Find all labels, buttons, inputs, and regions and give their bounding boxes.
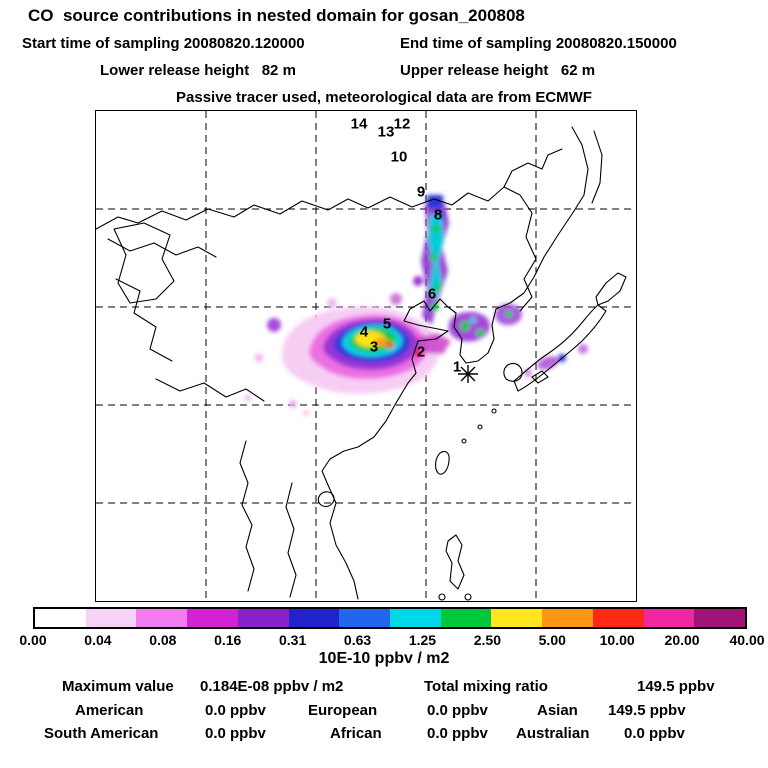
trajectory-marker: 1 — [452, 358, 462, 376]
trajectory-marker: 3 — [369, 338, 379, 356]
trajectory-marker: 5 — [382, 315, 392, 333]
south-american-value: 0.0 ppbv — [205, 725, 266, 742]
colorbar-segment — [542, 609, 593, 627]
map-panel: 14 13 12 10 9 8 6 5 4 3 2 1 — [95, 110, 637, 602]
start-time-text: Start time of sampling 20080820.120000 — [22, 35, 305, 52]
asian-value: 149.5 ppbv — [608, 702, 686, 719]
european-label: European — [308, 702, 378, 719]
european-value: 0.0 ppbv — [427, 702, 488, 719]
colorbar-segment — [136, 609, 188, 627]
colorbar-segment — [643, 609, 695, 627]
map-graphic — [96, 111, 636, 601]
colorbar-tick-label: 20.00 — [664, 632, 700, 648]
colorbar-tick-label: 0.04 — [84, 632, 112, 648]
colorbar-tick-label: 0.31 — [279, 632, 307, 648]
australian-value: 0.0 ppbv — [624, 725, 685, 742]
australian-label: Australian — [516, 725, 590, 742]
trajectory-marker: 2 — [416, 343, 426, 361]
trajectory-marker: 4 — [359, 323, 369, 341]
american-value: 0.0 ppbv — [205, 702, 266, 719]
colorbar-tick-label: 2.50 — [473, 632, 501, 648]
south-american-label: South American — [44, 725, 159, 742]
american-label: American — [75, 702, 144, 719]
colorbar-segment — [592, 609, 644, 627]
colorbar-tick-label: 0.00 — [19, 632, 47, 648]
end-time-text: End time of sampling 20080820.150000 — [400, 35, 677, 52]
colorbar-segment — [491, 609, 543, 627]
concentration-plume — [244, 195, 588, 416]
colorbar-segment — [339, 609, 391, 627]
colorbar-tick-label: 0.08 — [149, 632, 177, 648]
colorbar-segment — [694, 609, 746, 627]
tracer-note: Passive tracer used, meteorological data… — [176, 89, 592, 106]
african-label: African — [330, 725, 382, 742]
maximum-value-label: Maximum value — [62, 678, 174, 695]
trajectory-marker: 10 — [390, 148, 408, 166]
trajectory-marker: 13 — [377, 123, 395, 141]
trajectory-marker: 8 — [433, 206, 443, 224]
total-mixing-value: 149.5 ppbv — [637, 678, 715, 695]
colorbar-segment — [35, 609, 86, 627]
coastlines — [96, 126, 627, 601]
colorbar-tick-label: 0.16 — [214, 632, 242, 648]
trajectory-markers-layer: 14 13 12 10 9 8 6 5 4 3 2 1 — [96, 111, 636, 601]
receptor-star-icon — [458, 365, 478, 383]
trajectory-marker: 9 — [416, 183, 426, 201]
trajectory-marker: 14 — [350, 115, 368, 133]
total-mixing-label: Total mixing ratio — [424, 678, 548, 695]
upper-release-text: Upper release height 62 m — [400, 62, 596, 79]
colorbar-segment — [187, 609, 238, 627]
trajectory-marker: 6 — [427, 285, 437, 303]
colorbar-segment — [237, 609, 289, 627]
lower-release-text: Lower release height 82 m — [100, 62, 296, 79]
colorbar-segment — [85, 609, 137, 627]
colorbar-segment — [390, 609, 441, 627]
colorbar-tick-label: 1.25 — [408, 632, 437, 648]
colorbar-tick-label: 0.63 — [343, 632, 372, 648]
colorbar-tick-label: 40.00 — [729, 632, 765, 648]
colorbar-tick-label: 5.00 — [538, 632, 566, 648]
colorbar-tick-label: 10.00 — [599, 632, 635, 648]
colorbar-segment — [288, 609, 340, 627]
african-value: 0.0 ppbv — [427, 725, 488, 742]
figure-title: CO source contributions in nested domain… — [28, 6, 525, 25]
maximum-value-text: 0.184E-08 ppbv / m2 — [200, 678, 344, 695]
colorbar — [33, 607, 747, 629]
colorbar-ticks: 0.00 0.04 0.08 0.16 0.31 0.63 1.25 2.50 5.00 10.0… — [19, 632, 764, 648]
colorbar-units-label: 10E-10 ppbv / m2 — [318, 650, 450, 667]
colorbar-segment — [440, 609, 492, 627]
asian-label: Asian — [537, 702, 578, 719]
trajectory-marker: 12 — [393, 115, 411, 133]
